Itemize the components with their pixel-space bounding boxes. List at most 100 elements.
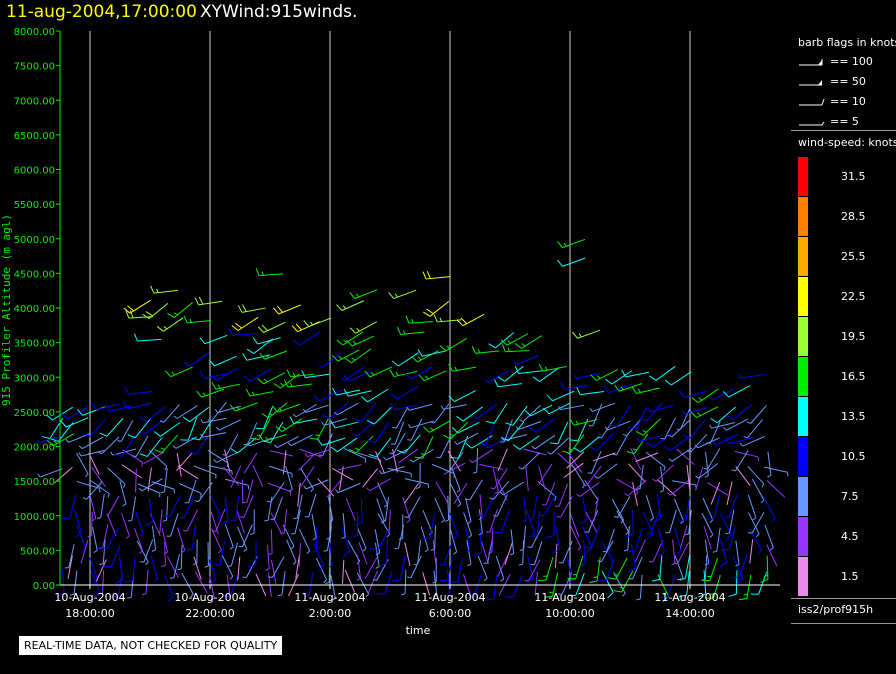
barb-half-feather bbox=[122, 503, 127, 507]
barb-half-feather bbox=[454, 366, 458, 371]
wind-barb bbox=[136, 540, 149, 566]
barb-staff bbox=[443, 542, 453, 566]
barb-half-feather bbox=[499, 491, 504, 496]
barb-staff bbox=[276, 436, 299, 449]
wind-barb bbox=[710, 406, 736, 424]
barb-half-feather bbox=[273, 444, 278, 449]
barb-staff bbox=[377, 528, 390, 551]
barb-staff bbox=[236, 526, 248, 550]
wind-barb bbox=[207, 401, 227, 422]
wind-barb bbox=[546, 511, 555, 539]
barb-staff bbox=[40, 468, 63, 478]
barb-staff bbox=[351, 335, 375, 347]
barb-staff bbox=[503, 481, 524, 496]
wind-barb bbox=[78, 450, 105, 457]
wind-barb bbox=[199, 334, 228, 345]
wind-barb bbox=[134, 511, 144, 537]
barb-half-feather bbox=[407, 576, 412, 579]
wind-barb bbox=[133, 333, 162, 342]
speed-scale-label: 1.5 bbox=[841, 570, 859, 583]
barb-staff bbox=[628, 463, 646, 482]
barb-feather bbox=[529, 427, 537, 433]
wind-barb bbox=[267, 482, 292, 496]
barb-staff bbox=[106, 513, 117, 536]
barb-feather bbox=[348, 448, 357, 454]
barb-half-feather bbox=[694, 444, 699, 449]
wind-barb bbox=[223, 466, 240, 487]
barb-staff bbox=[530, 404, 553, 417]
barb-feather bbox=[98, 546, 107, 550]
barb-staff bbox=[102, 570, 105, 595]
barb-feather bbox=[724, 436, 730, 444]
barb-half-feather bbox=[467, 563, 472, 567]
barb-staff bbox=[655, 365, 676, 381]
barb-half-feather bbox=[343, 339, 347, 344]
barb-feather bbox=[229, 404, 236, 412]
barb-staff bbox=[758, 571, 768, 595]
barb-staff bbox=[710, 482, 721, 505]
barb-feather bbox=[61, 413, 68, 420]
barb-feather bbox=[736, 577, 744, 584]
barb-staff bbox=[487, 539, 493, 564]
wind-barb bbox=[322, 402, 348, 420]
barb-staff bbox=[698, 463, 719, 479]
barb-staff bbox=[472, 575, 482, 598]
wind-barb bbox=[293, 494, 303, 520]
barb-half-feather bbox=[268, 553, 273, 556]
barb-half-feather bbox=[531, 532, 536, 536]
barb-feather bbox=[562, 450, 570, 454]
wind-barb bbox=[176, 452, 193, 471]
barb-feather bbox=[56, 593, 65, 598]
barb-staff bbox=[89, 495, 97, 519]
barb-feather bbox=[625, 533, 634, 538]
barb-staff bbox=[489, 509, 498, 533]
barb-feather bbox=[628, 427, 637, 430]
wind-barb bbox=[607, 557, 628, 580]
wind-barb bbox=[439, 556, 453, 582]
wind-barb bbox=[62, 494, 77, 520]
wind-barb bbox=[569, 418, 598, 426]
barb-feather bbox=[275, 426, 283, 432]
wind-barb bbox=[622, 417, 643, 437]
barb-staff bbox=[686, 571, 690, 596]
barb-half-feather bbox=[312, 550, 317, 553]
wind-barb bbox=[248, 540, 257, 568]
barb-staff bbox=[404, 478, 429, 485]
barb-staff bbox=[666, 574, 677, 598]
wind-barb bbox=[98, 527, 119, 550]
wind-barb bbox=[523, 448, 547, 456]
barb-half-feather bbox=[623, 549, 628, 552]
barb-half-feather bbox=[69, 593, 75, 596]
wind-barb bbox=[512, 435, 540, 450]
wind-barb bbox=[194, 296, 223, 306]
wind-barb bbox=[376, 498, 385, 524]
barb-staff bbox=[358, 541, 368, 565]
wind-barb bbox=[471, 345, 500, 354]
wind-barb bbox=[162, 496, 169, 522]
wind-barb bbox=[127, 496, 137, 522]
barb-half-feather bbox=[429, 427, 434, 431]
barb-staff bbox=[711, 422, 736, 429]
barb-staff bbox=[671, 447, 693, 462]
wind-barb bbox=[99, 418, 124, 437]
wind-barb bbox=[125, 310, 153, 319]
barb-half-feather bbox=[264, 378, 268, 383]
barb-half-feather bbox=[192, 562, 198, 566]
wind-barb bbox=[143, 451, 165, 465]
barb-staff bbox=[735, 540, 740, 565]
barb-half-feather bbox=[306, 550, 311, 554]
wind-barb bbox=[579, 496, 588, 525]
barb-staff bbox=[396, 386, 418, 400]
barb-staff bbox=[492, 468, 499, 492]
barb-feather bbox=[456, 415, 464, 422]
vertical-gridlines bbox=[89, 31, 691, 585]
barb-half-feather bbox=[709, 396, 714, 401]
speed-scale-label: 28.5 bbox=[841, 210, 866, 223]
wind-barb bbox=[239, 494, 254, 518]
barb-half-feather bbox=[558, 405, 561, 410]
barb-staff bbox=[518, 370, 543, 375]
barb-half-feather bbox=[677, 550, 682, 554]
barb-staff bbox=[443, 462, 466, 475]
barb-feather bbox=[677, 578, 686, 581]
speed-scale-label: 7.5 bbox=[841, 490, 859, 503]
